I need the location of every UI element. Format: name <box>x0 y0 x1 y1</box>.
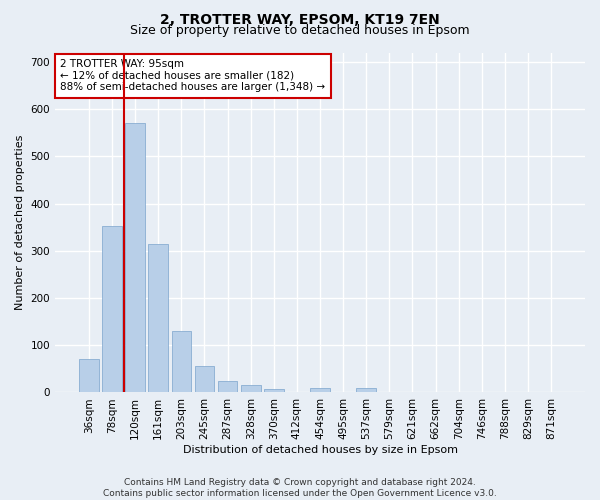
Bar <box>241 386 260 392</box>
Bar <box>356 388 376 392</box>
Text: Size of property relative to detached houses in Epsom: Size of property relative to detached ho… <box>130 24 470 37</box>
X-axis label: Distribution of detached houses by size in Epsom: Distribution of detached houses by size … <box>182 445 458 455</box>
Bar <box>310 388 330 392</box>
Text: 2, TROTTER WAY, EPSOM, KT19 7EN: 2, TROTTER WAY, EPSOM, KT19 7EN <box>160 12 440 26</box>
Bar <box>194 366 214 392</box>
Bar <box>102 226 122 392</box>
Bar <box>218 380 238 392</box>
Bar <box>148 244 168 392</box>
Bar <box>125 124 145 392</box>
Y-axis label: Number of detached properties: Number of detached properties <box>15 135 25 310</box>
Bar <box>79 360 99 392</box>
Text: 2 TROTTER WAY: 95sqm
← 12% of detached houses are smaller (182)
88% of semi-deta: 2 TROTTER WAY: 95sqm ← 12% of detached h… <box>61 60 325 92</box>
Bar <box>172 331 191 392</box>
Text: Contains HM Land Registry data © Crown copyright and database right 2024.
Contai: Contains HM Land Registry data © Crown c… <box>103 478 497 498</box>
Bar <box>264 388 284 392</box>
